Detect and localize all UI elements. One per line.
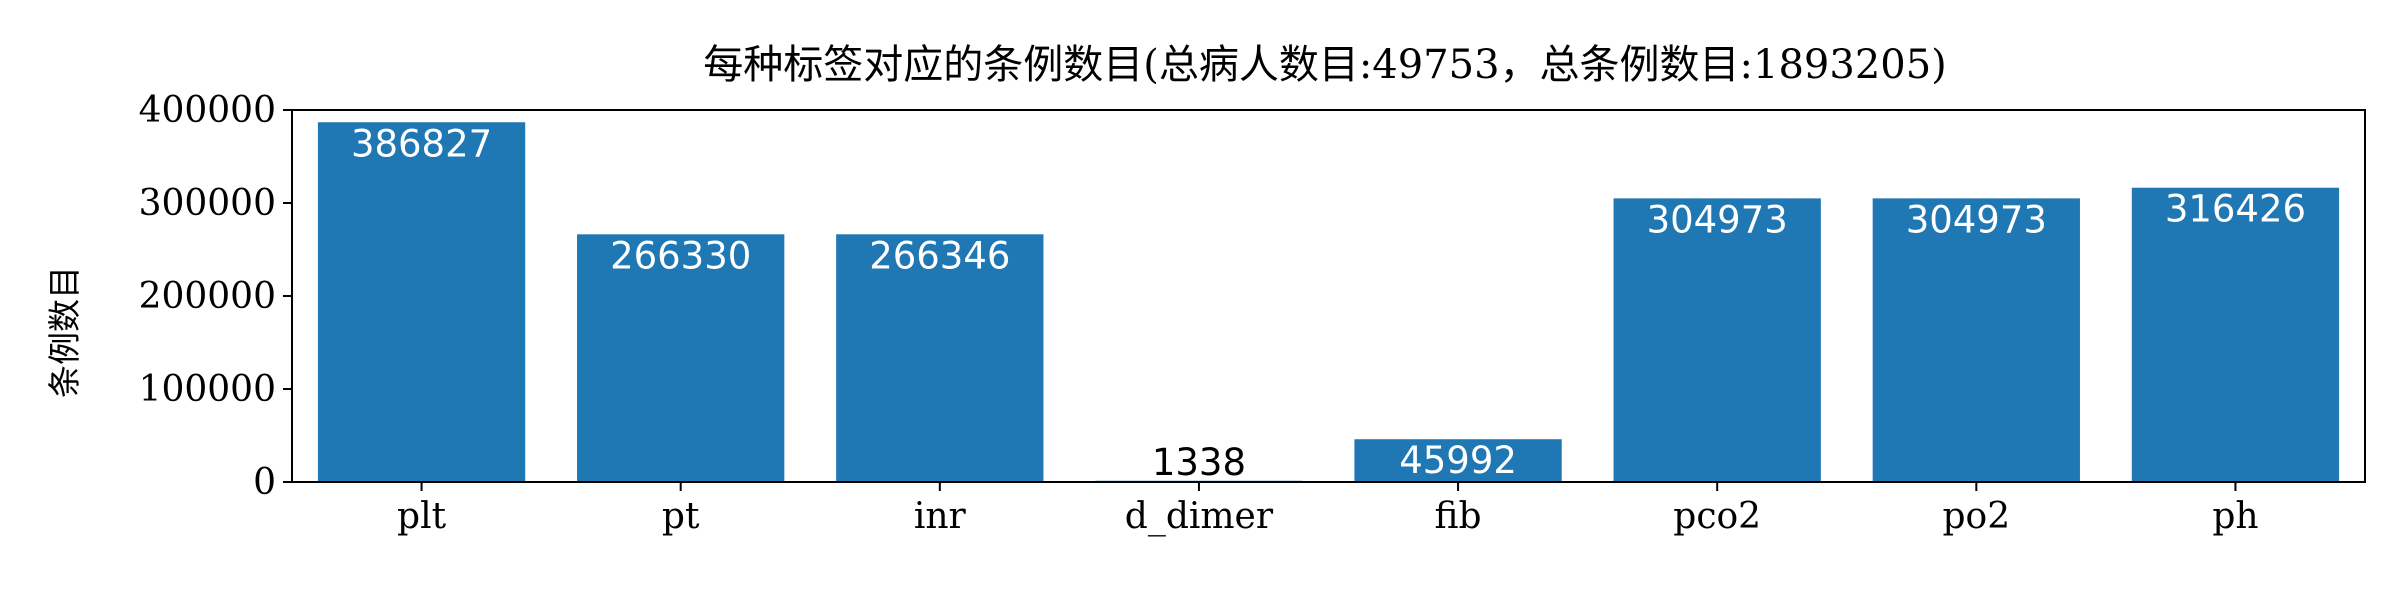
bar-value-label: 266330 [610, 234, 751, 277]
x-tick-label: plt [397, 496, 447, 537]
bar-value-label: 45992 [1399, 439, 1517, 482]
bar-value-label: 316426 [2165, 188, 2306, 231]
bar-pco2 [1613, 198, 1821, 482]
bar-pt [577, 234, 785, 482]
bar-po2 [1872, 198, 2080, 482]
bar-plt [317, 122, 526, 483]
y-axis-label: 条例数目 [45, 266, 84, 398]
x-tick-label: d_dimer [1125, 496, 1274, 537]
y-tick-label: 200000 [139, 276, 276, 317]
bar-ph [2131, 187, 2340, 482]
bar-value-label: 386827 [351, 122, 492, 165]
plot-area: 386827 plt 266330 pt 266346 inr 1338 d_dimer 459… [139, 90, 2366, 537]
bar-fib [1354, 439, 1562, 482]
y-tick-label: 0 [253, 462, 276, 503]
bar-value-label: 304973 [1647, 198, 1788, 241]
axes-frame [291, 109, 2366, 483]
y-tick-label: 300000 [139, 183, 276, 224]
x-tick-label: inr [914, 496, 967, 537]
y-tick-label: 100000 [139, 369, 276, 410]
bar-inr [836, 234, 1044, 482]
bar-value-label: 266346 [869, 234, 1010, 277]
x-tick-label: pco2 [1673, 496, 1761, 537]
chart-title: 每种标签对应的条例数目(总病人数目:49753，总条例数目:1893205) [703, 42, 1947, 88]
x-tick-label: ph [2212, 496, 2258, 537]
x-tick-label: pt [662, 496, 700, 537]
y-tick-label: 400000 [139, 90, 276, 131]
x-tick-label: fib [1435, 496, 1482, 537]
bar-value-label: 304973 [1906, 198, 2047, 241]
x-tick-label: po2 [1943, 496, 2011, 537]
bar-value-label: 1338 [1152, 441, 1246, 484]
